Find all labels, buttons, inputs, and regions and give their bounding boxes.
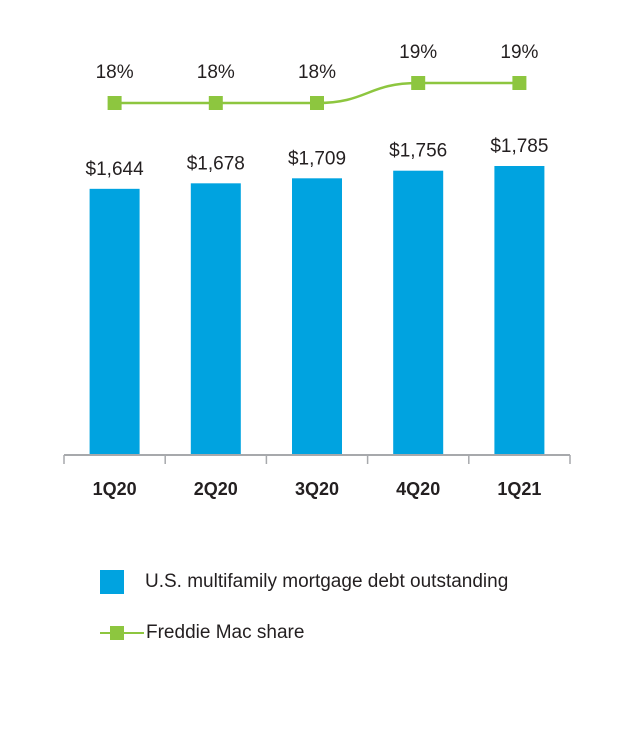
share-marker (208, 96, 223, 110)
x-tick-label: 1Q21 (497, 479, 541, 499)
share-value-label: 18% (197, 62, 235, 83)
bar-value-label: $1,756 (389, 141, 447, 162)
bar-value-label: $1,785 (490, 136, 548, 157)
bar-value-label: $1,678 (187, 153, 245, 174)
bar (190, 183, 241, 456)
x-tick-label: 2Q20 (194, 479, 238, 499)
share-value-label: 18% (298, 62, 336, 83)
bar (89, 188, 140, 456)
bar (494, 166, 545, 455)
bar (292, 178, 342, 456)
legend-bar-swatch (100, 570, 124, 594)
share-value-label: 18% (96, 62, 134, 83)
x-tick-label: 4Q20 (396, 479, 440, 499)
share-marker (310, 96, 324, 110)
x-tick-label: 3Q20 (295, 479, 339, 499)
bar (393, 170, 444, 455)
share-marker (411, 76, 426, 90)
legend-bar-label: U.S. multifamily mortgage debt outstandi… (145, 571, 509, 592)
share-value-label: 19% (399, 42, 437, 63)
bar-value-label: $1,644 (86, 159, 145, 180)
x-tick-label: 1Q20 (93, 479, 137, 499)
legend-line-swatch (100, 621, 144, 645)
bar-value-label: $1,709 (288, 148, 346, 169)
chart: $1,644 1Q20 $1,678 2Q20 $1,709 3Q20 $1,756 4Q20… (63, 42, 571, 499)
share-value-label: 19% (500, 42, 538, 63)
legend-line-label: Freddie Mac share (146, 622, 305, 643)
legend-item-line: Freddie Mac share (100, 621, 304, 645)
share-marker (512, 76, 527, 90)
legend-item-bar: U.S. multifamily mortgage debt outstandi… (100, 570, 508, 594)
share-marker (107, 96, 122, 110)
